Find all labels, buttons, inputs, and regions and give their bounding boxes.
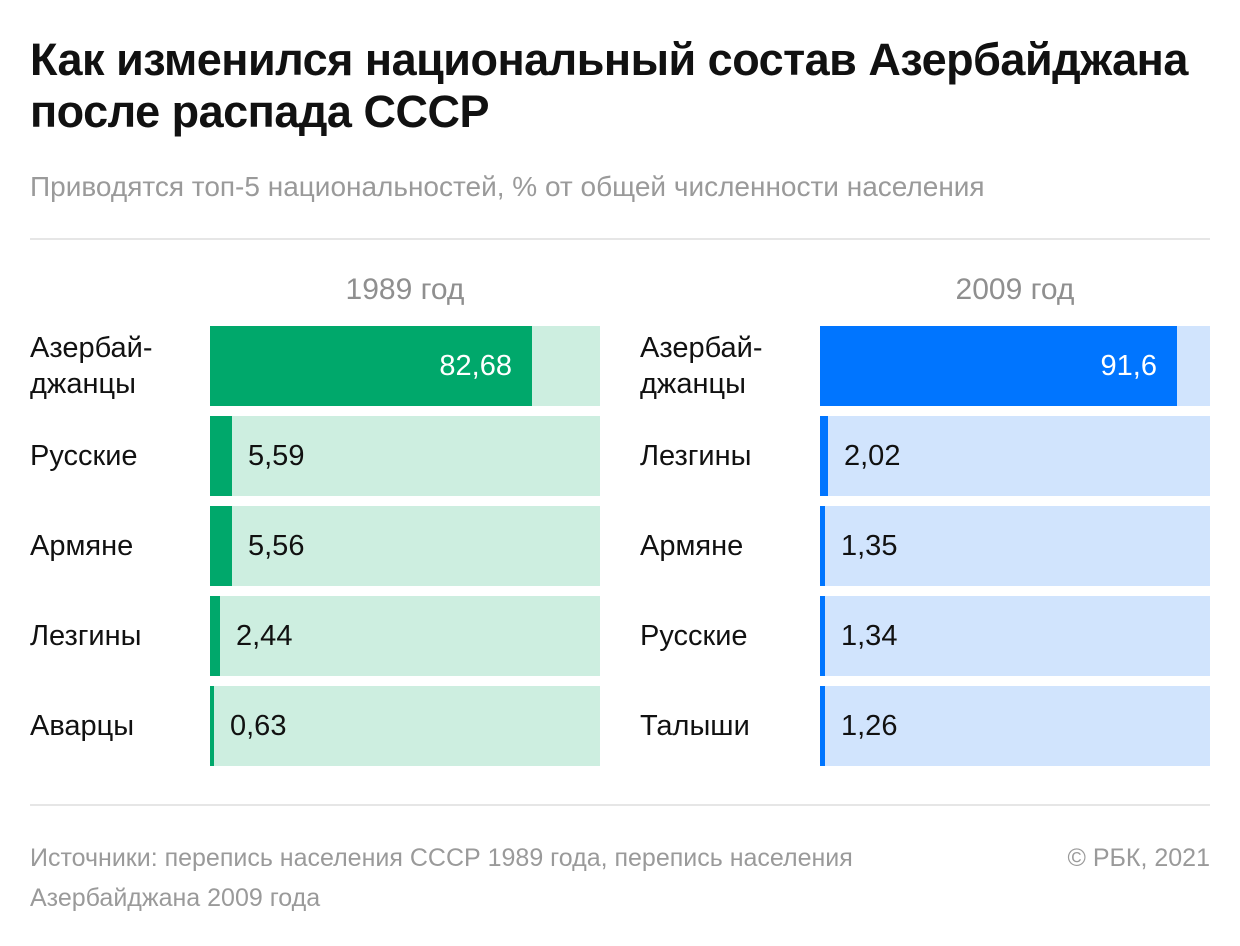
value-label: 1,34: [841, 619, 898, 652]
bar-row: Аварцы 0,63: [30, 686, 600, 766]
chart-subtitle: Приводятся топ-5 национальностей, % от о…: [30, 171, 985, 202]
chart-panel-2009: 2009 год Азербай- джанцы 91,6 Лезгины 2,02 А…: [640, 270, 1210, 770]
top-divider: [30, 238, 1210, 240]
value-label: 5,59: [248, 439, 305, 472]
bar-track: 1,35: [820, 506, 1210, 586]
bar: [820, 596, 825, 676]
category-label: Лезгины: [30, 620, 142, 652]
bar-row: Армяне 5,56: [30, 506, 600, 586]
panel-year-title: 1989 год: [345, 273, 465, 306]
category-label: Талыши: [640, 710, 750, 742]
bar: [210, 596, 220, 676]
bar: [820, 326, 1177, 406]
bar: [210, 326, 532, 406]
bar: [210, 686, 214, 766]
value-label: 82,68: [439, 349, 512, 382]
bar-row: Русские 1,34: [640, 596, 1210, 676]
panel-year-title: 2009 год: [955, 273, 1075, 306]
value-label: 1,35: [841, 529, 898, 562]
bar-row: Талыши 1,26: [640, 686, 1210, 766]
bottom-divider: [30, 804, 1210, 806]
bar-track: 0,63: [210, 686, 600, 766]
value-label: 1,26: [841, 709, 898, 742]
category-label: Азербай- джанцы: [30, 332, 153, 400]
source-note: Источники: перепись населения СССР 1989 …: [30, 844, 853, 912]
category-label: Азербай- джанцы: [640, 332, 763, 400]
bar-track: 5,56: [210, 506, 600, 586]
bar-row: Лезгины 2,02: [640, 416, 1210, 496]
chart-title: Как изменился национальный состав Азерба…: [30, 34, 1188, 137]
bar: [210, 416, 232, 496]
category-label: Аварцы: [30, 710, 135, 742]
bar-track: 2,02: [820, 416, 1210, 496]
bar-track: 2,44: [210, 596, 600, 676]
value-label: 2,02: [844, 439, 901, 472]
category-label: Армяне: [640, 530, 744, 562]
bar-track: 91,6: [820, 326, 1210, 406]
value-label: 5,56: [248, 529, 305, 562]
copyright-credit: © РБК, 2021: [1067, 844, 1210, 872]
chart-panel-1989: 1989 год Азербай- джанцы 82,68 Русские 5,59…: [30, 270, 600, 770]
bar-row: Азербай- джанцы 82,68: [30, 326, 600, 406]
value-label: 2,44: [236, 619, 293, 652]
bar-track: 5,59: [210, 416, 600, 496]
category-label: Русские: [30, 440, 138, 472]
value-label: 91,6: [1100, 349, 1157, 382]
bar-row: Азербай- джанцы 91,6: [640, 326, 1210, 406]
bar: [820, 686, 825, 766]
bar: [820, 416, 828, 496]
bar-track: 1,26: [820, 686, 1210, 766]
category-label: Русские: [640, 620, 748, 652]
bar-row: Лезгины 2,44: [30, 596, 600, 676]
bar-track: 82,68: [210, 326, 600, 406]
category-label: Лезгины: [640, 440, 752, 472]
bar-track: 1,34: [820, 596, 1210, 676]
bar: [820, 506, 825, 586]
category-label: Армяне: [30, 530, 134, 562]
value-label: 0,63: [230, 709, 287, 742]
bar-row: Армяне 1,35: [640, 506, 1210, 586]
bar: [210, 506, 232, 586]
bar-row: Русские 5,59: [30, 416, 600, 496]
